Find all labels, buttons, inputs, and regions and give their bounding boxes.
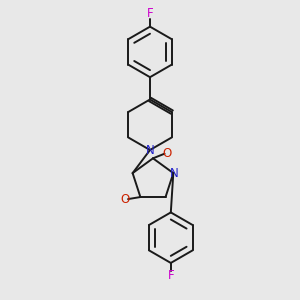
Text: N: N [146,143,154,157]
Text: F: F [167,269,174,282]
Text: O: O [162,147,172,160]
Text: O: O [121,193,130,206]
Text: F: F [147,8,153,20]
Text: N: N [170,167,178,180]
